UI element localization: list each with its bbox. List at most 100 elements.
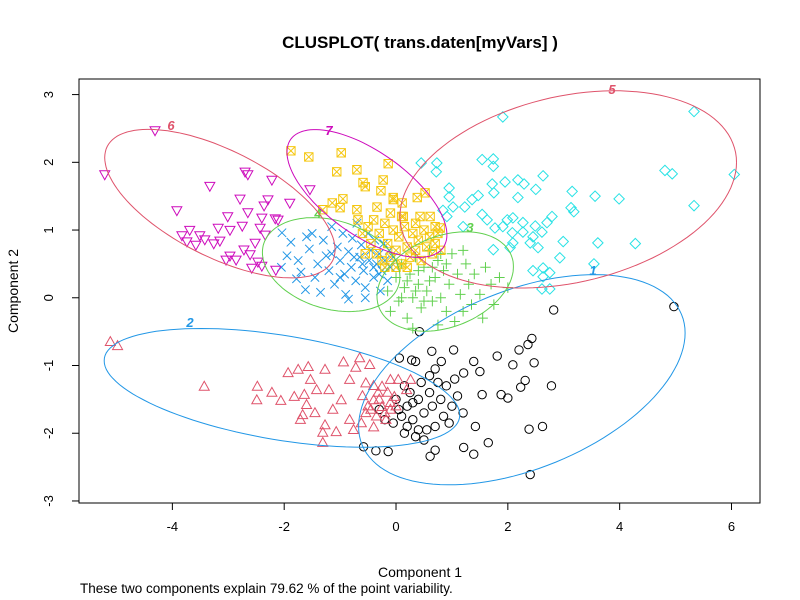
data-point <box>272 215 284 227</box>
data-point <box>236 221 249 233</box>
data-point <box>523 339 533 350</box>
data-point <box>282 366 294 378</box>
data-point <box>413 265 424 276</box>
data-point <box>369 262 379 272</box>
data-point <box>413 279 424 290</box>
data-point <box>149 126 161 137</box>
data-point <box>327 222 337 232</box>
data-point <box>255 213 268 225</box>
data-point <box>424 387 435 398</box>
data-point <box>355 416 368 428</box>
data-point <box>475 366 485 377</box>
data-point <box>352 165 362 175</box>
data-point <box>448 345 459 355</box>
data-point <box>430 157 443 169</box>
data-point <box>413 425 424 435</box>
data-point <box>424 275 435 287</box>
data-point <box>343 294 354 304</box>
data-point <box>98 170 111 181</box>
data-point <box>241 208 254 219</box>
data-point <box>485 279 497 290</box>
data-point <box>304 152 314 162</box>
data-point <box>543 266 556 279</box>
data-point <box>397 198 407 208</box>
data-point <box>259 230 272 242</box>
data-point <box>338 228 348 238</box>
data-point <box>457 245 469 256</box>
data-point <box>524 424 534 434</box>
data-point <box>363 358 376 370</box>
data-point <box>536 283 548 295</box>
data-point <box>378 175 388 185</box>
data-point <box>372 202 382 212</box>
data-point <box>527 264 539 277</box>
data-point <box>427 401 438 411</box>
data-point <box>529 183 542 196</box>
data-point <box>436 356 447 367</box>
data-point <box>496 111 509 123</box>
data-point <box>255 261 268 273</box>
y-tick-label: -3 <box>41 495 56 507</box>
data-point <box>553 251 566 264</box>
data-point <box>399 381 410 391</box>
data-point <box>385 306 396 317</box>
data-point <box>524 237 537 249</box>
data-point <box>283 198 296 210</box>
data-point <box>183 225 196 237</box>
data-point <box>422 425 432 435</box>
data-point <box>357 259 368 269</box>
data-point <box>517 216 529 229</box>
data-point <box>458 201 471 213</box>
data-point <box>241 170 254 181</box>
data-point <box>483 438 493 448</box>
x-tick-label: 2 <box>504 519 511 534</box>
data-point <box>353 215 363 225</box>
data-point <box>410 431 421 442</box>
data-point <box>302 360 315 372</box>
data-point <box>477 389 487 400</box>
data-point <box>277 228 287 238</box>
data-point <box>374 228 384 239</box>
y-tick-label: -2 <box>41 427 56 439</box>
x-tick-label: 4 <box>616 519 623 534</box>
y-axis-title: Component 2 <box>5 249 21 333</box>
data-point <box>508 360 518 370</box>
data-point <box>613 192 626 205</box>
x-tick-label: -2 <box>278 519 290 534</box>
data-point <box>529 220 542 232</box>
data-point <box>399 428 410 438</box>
data-point <box>476 153 489 166</box>
data-point <box>452 391 463 401</box>
y-tick-label: 3 <box>41 91 56 98</box>
data-point <box>296 267 306 277</box>
data-point <box>380 413 392 424</box>
data-point <box>388 194 398 205</box>
data-point <box>369 272 379 283</box>
data-point <box>214 236 226 248</box>
data-point <box>288 390 301 401</box>
data-point <box>458 442 469 453</box>
data-point <box>407 323 418 334</box>
data-point <box>304 373 317 384</box>
data-point <box>425 211 435 222</box>
data-point <box>443 190 456 203</box>
data-point <box>319 363 331 374</box>
data-point <box>212 223 225 235</box>
data-point <box>527 333 537 344</box>
data-point <box>349 252 359 262</box>
data-point <box>486 178 499 190</box>
data-point <box>383 446 393 457</box>
data-point <box>274 394 287 405</box>
data-point <box>546 381 557 391</box>
data-point <box>181 237 193 248</box>
data-point <box>435 292 446 303</box>
data-point <box>441 306 452 317</box>
data-point <box>529 358 539 368</box>
data-point <box>506 237 519 249</box>
data-point <box>356 240 366 250</box>
data-point <box>360 293 370 303</box>
data-point <box>376 380 388 391</box>
data-point <box>335 393 348 405</box>
data-point <box>525 469 535 480</box>
